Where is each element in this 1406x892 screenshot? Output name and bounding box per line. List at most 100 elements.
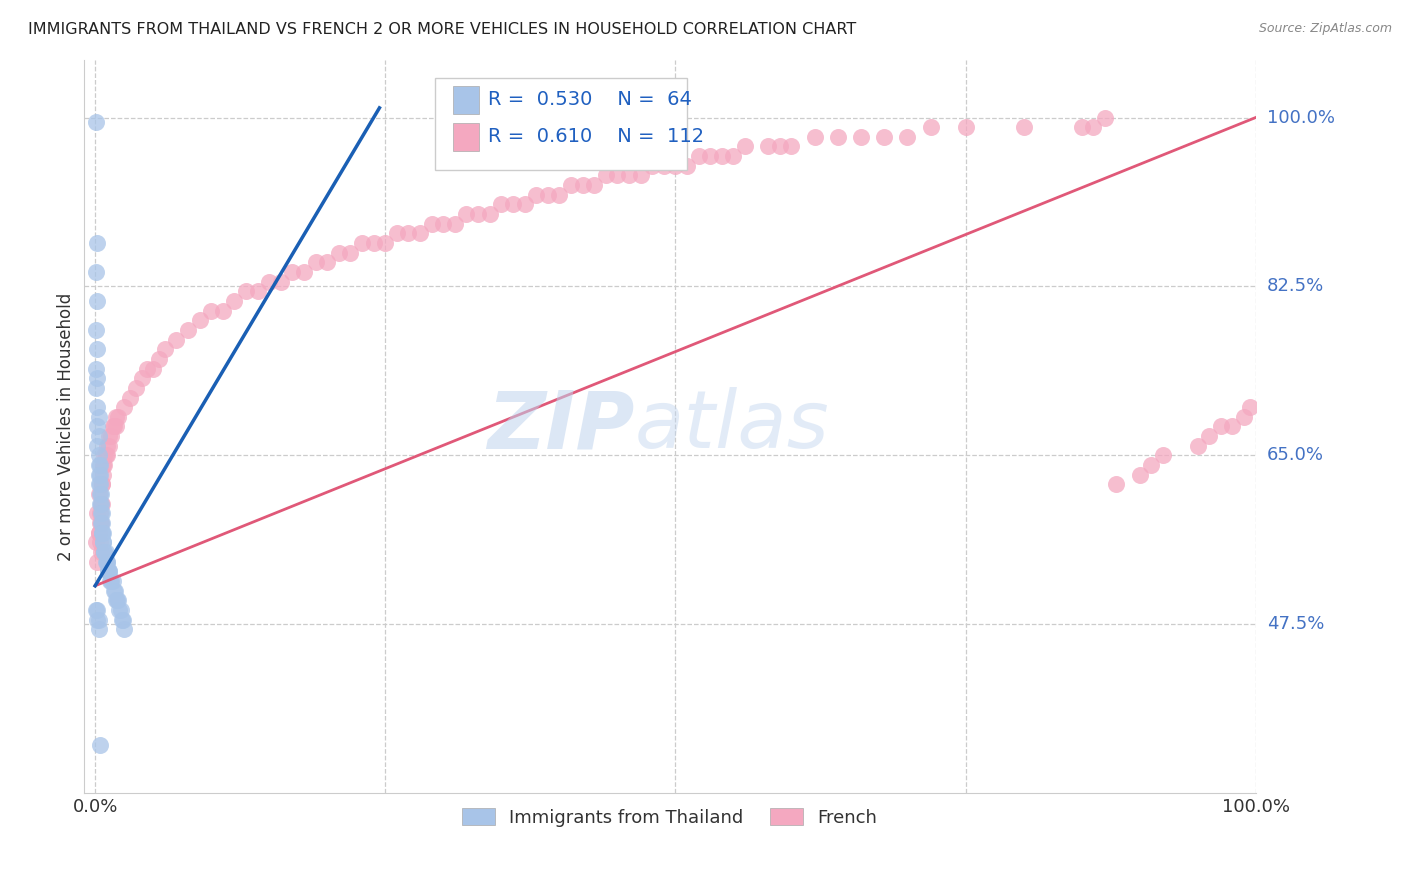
Point bbox=[849, 129, 872, 144]
Point bbox=[96, 439, 118, 453]
Point bbox=[107, 593, 129, 607]
Point bbox=[86, 343, 108, 357]
Point bbox=[756, 139, 779, 153]
Point bbox=[328, 245, 350, 260]
Point bbox=[86, 439, 108, 453]
Point bbox=[90, 497, 112, 511]
Point bbox=[93, 545, 115, 559]
Point bbox=[548, 187, 571, 202]
Point bbox=[97, 564, 120, 578]
Point bbox=[105, 409, 128, 424]
Point bbox=[90, 545, 112, 559]
Point bbox=[84, 115, 107, 129]
Point bbox=[652, 159, 675, 173]
Point bbox=[93, 449, 115, 463]
Point bbox=[363, 235, 385, 250]
Text: Source: ZipAtlas.com: Source: ZipAtlas.com bbox=[1258, 22, 1392, 36]
Point bbox=[374, 235, 396, 250]
Point bbox=[456, 207, 478, 221]
Point bbox=[606, 169, 628, 183]
Point bbox=[86, 293, 108, 308]
Point bbox=[224, 293, 246, 308]
Point bbox=[1152, 449, 1174, 463]
Point bbox=[86, 507, 108, 521]
Point bbox=[316, 255, 339, 269]
Point bbox=[1209, 419, 1232, 434]
Text: ZIP: ZIP bbox=[486, 387, 634, 466]
Point bbox=[87, 449, 110, 463]
Y-axis label: 2 or more Vehicles in Household: 2 or more Vehicles in Household bbox=[58, 293, 75, 560]
Point bbox=[89, 487, 111, 501]
Point bbox=[513, 197, 536, 211]
Point bbox=[560, 178, 582, 193]
Point bbox=[98, 439, 121, 453]
Point bbox=[86, 613, 108, 627]
Point bbox=[96, 449, 118, 463]
Point bbox=[105, 593, 128, 607]
Point bbox=[90, 497, 112, 511]
Point bbox=[100, 574, 122, 588]
Point bbox=[1140, 458, 1163, 472]
Point bbox=[91, 497, 114, 511]
Point bbox=[165, 333, 187, 347]
Point bbox=[89, 535, 111, 549]
Point bbox=[595, 169, 617, 183]
Point bbox=[246, 285, 269, 299]
Point bbox=[86, 419, 108, 434]
Point bbox=[91, 467, 114, 482]
Point bbox=[1105, 477, 1128, 491]
Point bbox=[235, 285, 257, 299]
Point bbox=[131, 371, 153, 385]
Point bbox=[89, 458, 111, 472]
Point bbox=[86, 371, 108, 385]
Text: 47.5%: 47.5% bbox=[1267, 615, 1324, 633]
Point bbox=[91, 525, 114, 540]
Point bbox=[84, 361, 107, 376]
Point bbox=[827, 129, 849, 144]
Point bbox=[104, 583, 127, 598]
Point bbox=[87, 525, 110, 540]
Point bbox=[1083, 120, 1105, 135]
Point bbox=[350, 235, 373, 250]
Legend: Immigrants from Thailand, French: Immigrants from Thailand, French bbox=[453, 799, 886, 836]
Point bbox=[86, 235, 108, 250]
Point bbox=[86, 400, 108, 414]
Point bbox=[153, 343, 176, 357]
Point bbox=[385, 227, 408, 241]
Point bbox=[136, 361, 159, 376]
Point bbox=[1222, 419, 1244, 434]
Point bbox=[91, 535, 114, 549]
Point bbox=[101, 419, 124, 434]
Point bbox=[105, 593, 128, 607]
Point bbox=[87, 622, 110, 636]
Point bbox=[200, 303, 222, 318]
Point bbox=[91, 525, 114, 540]
Point bbox=[87, 525, 110, 540]
Point bbox=[292, 265, 315, 279]
Point bbox=[89, 477, 111, 491]
Point bbox=[98, 574, 121, 588]
Point bbox=[281, 265, 304, 279]
Point bbox=[101, 574, 124, 588]
Point bbox=[955, 120, 977, 135]
Point bbox=[304, 255, 326, 269]
Point bbox=[1233, 409, 1256, 424]
Point bbox=[103, 583, 125, 598]
Point bbox=[110, 603, 132, 617]
Point bbox=[432, 217, 454, 231]
Point bbox=[467, 207, 489, 221]
Point bbox=[89, 516, 111, 530]
Point bbox=[409, 227, 432, 241]
Point bbox=[87, 429, 110, 443]
Point bbox=[84, 603, 107, 617]
Point bbox=[630, 169, 652, 183]
Point bbox=[1129, 467, 1152, 482]
Text: 82.5%: 82.5% bbox=[1267, 277, 1324, 295]
Point bbox=[84, 381, 107, 395]
Text: 100.0%: 100.0% bbox=[1267, 109, 1334, 127]
Point bbox=[90, 516, 112, 530]
Point bbox=[98, 564, 121, 578]
Point bbox=[94, 545, 117, 559]
Point bbox=[84, 265, 107, 279]
Point bbox=[148, 351, 170, 366]
